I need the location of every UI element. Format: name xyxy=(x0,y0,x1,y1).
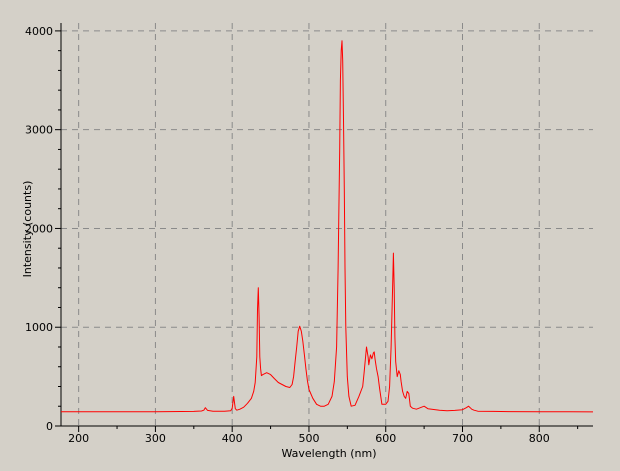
y-tick-label: 1000 xyxy=(25,321,53,334)
x-tick-label: 400 xyxy=(222,432,243,445)
x-tick-label: 500 xyxy=(298,432,319,445)
y-tick-label: 0 xyxy=(46,420,53,433)
series-group xyxy=(61,40,594,413)
x-axis-title: Wavelength (nm) xyxy=(281,447,376,460)
spectrum-line xyxy=(61,40,594,413)
x-axis-ticks: 200 300 400 500 600 700 800 xyxy=(68,426,579,445)
axes xyxy=(60,23,593,427)
y-tick-label: 3000 xyxy=(25,124,53,137)
x-tick-label: 600 xyxy=(375,432,396,445)
y-tick-label: 2000 xyxy=(25,222,53,235)
grid-lines xyxy=(61,23,593,426)
y-axis-title: Intensity (counts) xyxy=(21,181,34,278)
y-tick-label: 4000 xyxy=(25,25,53,38)
x-tick-label: 300 xyxy=(145,432,166,445)
x-tick-label: 200 xyxy=(68,432,89,445)
x-tick-label: 700 xyxy=(452,432,473,445)
y-axis-ticks: 0 1000 2000 3000 4000 xyxy=(25,25,61,433)
x-tick-label: 800 xyxy=(529,432,550,445)
